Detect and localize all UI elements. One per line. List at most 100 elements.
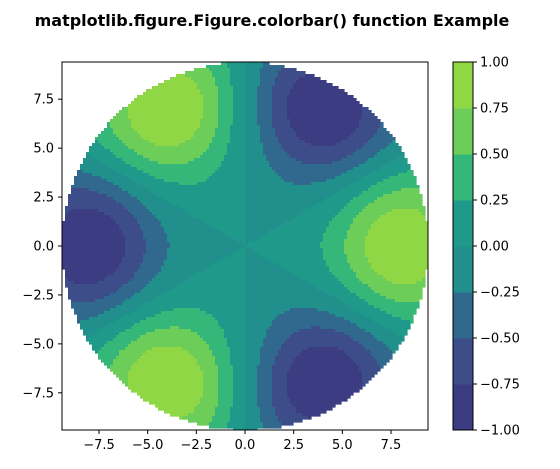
contour-cell xyxy=(353,128,357,132)
contour-cell xyxy=(233,116,237,120)
contour-cell xyxy=(128,125,132,129)
contour-cell xyxy=(290,131,294,135)
contour-cell xyxy=(290,107,294,111)
contour-cell xyxy=(317,122,321,126)
contour-cell xyxy=(386,215,390,219)
contour-cell xyxy=(314,107,318,111)
contour-cell xyxy=(128,206,132,210)
contour-cell xyxy=(278,197,282,201)
contour-cell xyxy=(200,158,204,162)
contour-cell xyxy=(296,179,300,183)
contour-cell xyxy=(380,170,384,174)
contour-cell xyxy=(302,161,306,165)
contour-cell xyxy=(236,164,240,168)
contour-cell xyxy=(284,212,288,216)
contour-cell xyxy=(125,203,129,207)
contour-cell xyxy=(314,152,318,156)
contour-cell xyxy=(209,179,213,183)
contour-cell xyxy=(338,203,342,207)
contour-cell xyxy=(230,137,234,141)
contour-cell xyxy=(107,170,111,174)
contour-cell xyxy=(203,215,207,219)
contour-cell xyxy=(110,149,114,153)
contour-cell xyxy=(284,218,288,222)
contour-cell xyxy=(263,113,267,117)
contour-cell xyxy=(149,185,153,189)
contour-cell xyxy=(380,161,384,165)
contour-cell xyxy=(191,179,195,183)
contour-cell xyxy=(197,98,201,102)
contour-cell xyxy=(167,95,171,99)
contour-cell xyxy=(326,128,330,132)
contour-cell xyxy=(227,200,231,204)
contour-cell xyxy=(173,77,177,81)
contour-cell xyxy=(242,65,246,69)
contour-cell xyxy=(74,194,78,198)
contour-cell xyxy=(344,206,348,210)
contour-cell xyxy=(116,143,120,147)
contour-cell xyxy=(404,200,408,204)
contour-cell xyxy=(254,131,258,135)
contour-cell xyxy=(170,164,174,168)
contour-cell xyxy=(179,92,183,96)
contour-cell xyxy=(326,140,330,144)
contour-cell xyxy=(323,167,327,171)
contour-cell xyxy=(248,122,252,126)
contour-cell xyxy=(329,215,333,219)
contour-cell xyxy=(359,173,363,177)
contour-cell xyxy=(242,68,246,72)
contour-cell xyxy=(170,221,174,225)
contour-cell xyxy=(392,158,396,162)
contour-cell xyxy=(305,179,309,183)
contour-cell xyxy=(344,164,348,168)
contour-cell xyxy=(284,74,288,78)
contour-cell xyxy=(284,203,288,207)
contour-cell xyxy=(278,74,282,78)
contour-cell xyxy=(215,194,219,198)
contour-cell xyxy=(212,98,216,102)
contour-cell xyxy=(248,65,252,69)
contour-cell xyxy=(191,170,195,174)
contour-cell xyxy=(179,143,183,147)
contour-cell xyxy=(155,203,159,207)
contour-cell xyxy=(188,74,192,78)
contour-cell xyxy=(287,101,291,105)
contour-cell xyxy=(125,191,129,195)
contour-cell xyxy=(188,101,192,105)
contour-cell xyxy=(293,86,297,90)
contour-cell xyxy=(275,191,279,195)
contour-cell xyxy=(263,164,267,168)
contour-cell xyxy=(140,218,144,222)
contour-cell xyxy=(359,212,363,216)
contour-cell xyxy=(125,137,129,141)
contour-cell xyxy=(92,167,96,171)
contour-cell xyxy=(338,140,342,144)
contour-cell xyxy=(311,122,315,126)
contour-cell xyxy=(197,71,201,75)
contour-cell xyxy=(164,173,168,177)
contour-cell xyxy=(203,125,207,129)
contour-cell xyxy=(194,149,198,153)
contour-cell xyxy=(158,122,162,126)
contour-cell xyxy=(302,212,306,216)
contour-cell xyxy=(230,116,234,120)
contour-cell xyxy=(386,209,390,213)
contour-cell xyxy=(314,179,318,183)
contour-cell xyxy=(245,104,249,108)
contour-cell xyxy=(188,161,192,165)
plot-area xyxy=(62,62,428,430)
contour-cell xyxy=(155,215,159,219)
contour-cell xyxy=(335,104,339,108)
contour-cell xyxy=(359,143,363,147)
contour-cell xyxy=(161,107,165,111)
contour-cell xyxy=(131,194,135,198)
contour-cell xyxy=(359,209,363,213)
contour-cell xyxy=(224,62,228,66)
contour-cell xyxy=(332,164,336,168)
contour-cell xyxy=(134,104,138,108)
contour-cell xyxy=(341,152,345,156)
contour-cell xyxy=(329,83,333,87)
contour-cell xyxy=(98,149,102,153)
contour-cell xyxy=(158,140,162,144)
contour-cell xyxy=(275,95,279,99)
